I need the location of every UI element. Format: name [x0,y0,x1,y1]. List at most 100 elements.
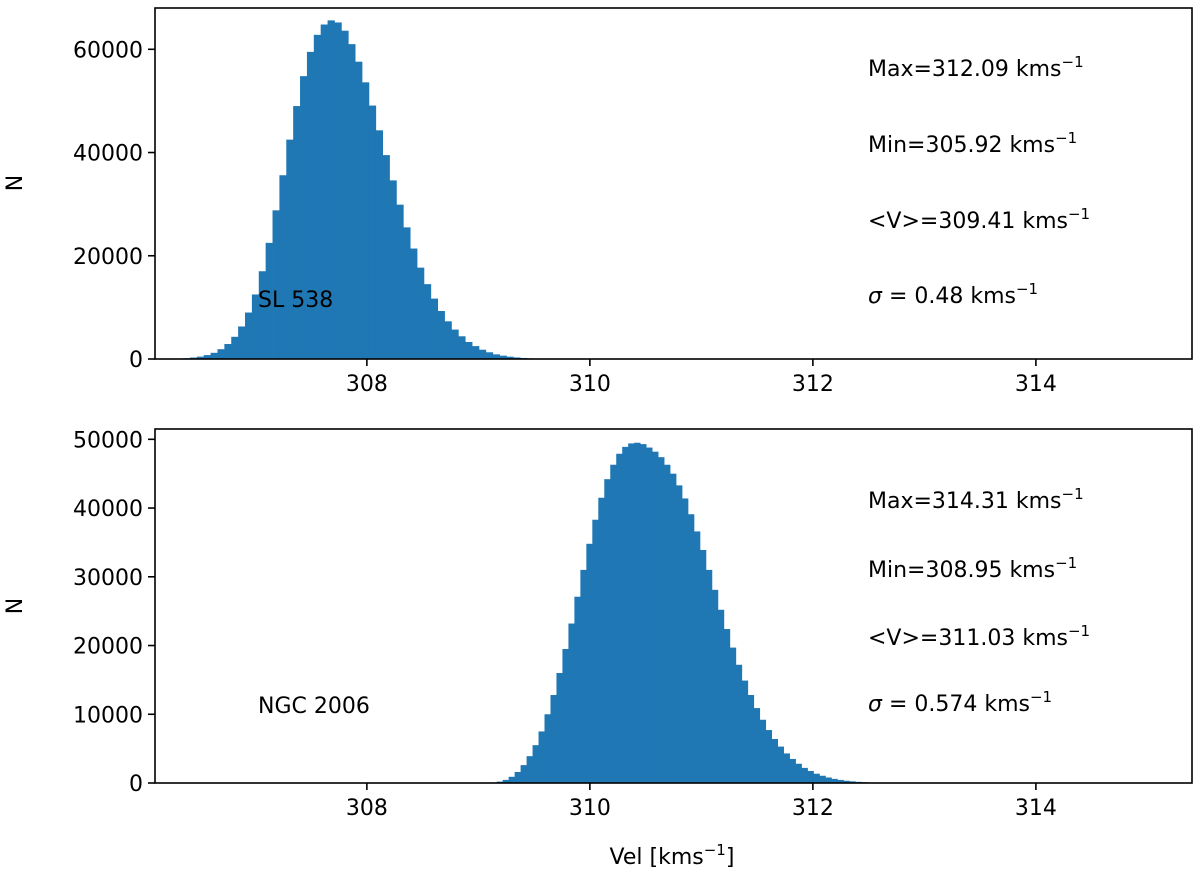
bottom-histogram-bar [771,739,778,783]
bottom-histogram-bar [777,746,784,783]
top-histogram-bar [231,336,239,359]
top-y-tick-label: 60000 [73,38,143,63]
bottom-stat-min: Min=308.95 kms−1 [868,554,1077,583]
bottom-histogram-bar [634,442,641,783]
bottom-histogram-bar [652,451,659,783]
top-histogram-bar [403,227,411,360]
top-histogram-bar [430,298,439,359]
x-axis-label: Vel [kms−1] [610,841,735,870]
top-y-ticks: 0 20000 40000 60000 [73,38,155,373]
bottom-y-ticks: 0 10000 20000 30000 40000 50000 [73,428,155,797]
bottom-histogram-bar [586,543,593,783]
top-histogram-bar [293,106,301,359]
top-histogram-bar [444,321,452,359]
bottom-histogram-bar [801,767,808,783]
top-histogram-bar [478,349,487,359]
top-histogram-bar [451,329,459,359]
top-histogram-bar [382,155,390,359]
top-histogram-bar [245,312,253,359]
bottom-histogram-bar [646,447,653,783]
top-histogram-bar [499,355,507,359]
bottom-histogram-bar [562,648,569,783]
bottom-y-tick-label: 30000 [73,566,143,591]
top-histogram-bar [258,271,267,359]
top-histogram-bar [224,344,232,359]
top-y-tick-label: 40000 [73,142,143,167]
top-histogram-bar [458,336,466,359]
bottom-histogram-bar [783,753,790,783]
bottom-histogram-bar [699,549,707,783]
top-y-axis-label: N [3,175,28,191]
top-axes-frame [154,7,1193,360]
top-histogram-bar [327,20,335,359]
bottom-y-tick-label: 40000 [73,497,143,522]
bottom-histogram-bar [843,780,850,783]
top-histogram-bar [465,341,473,359]
bottom-histogram-bar [670,473,677,783]
bottom-histogram-bar [664,464,671,783]
bottom-histogram-bar [568,623,575,783]
bottom-histogram-bar [658,457,665,783]
bottom-histogram-bar [580,569,587,783]
top-histogram-bar [423,284,432,359]
top-histogram-bar [313,34,322,360]
bottom-histogram-bar [735,664,743,783]
top-histogram-bar [375,130,383,359]
bottom-cluster-label: NGC 2006 [258,694,370,719]
bottom-histogram-bar [825,777,832,783]
bottom-histogram-bar [741,680,749,783]
top-histogram-bar [196,356,205,359]
top-x-tick-label: 308 [346,372,388,397]
bottom-histogram-bar [532,745,539,783]
bottom-histogram-bar [526,756,533,783]
top-stat-sigma: σ = 0.48 kms−1 [868,280,1038,309]
top-histogram-bar [417,267,425,359]
top-histogram-bar [334,22,342,359]
bottom-stat-mean: <V>=311.03 kms−1 [868,622,1090,651]
bottom-x-tick-label: 310 [569,796,611,821]
top-histogram-bar [396,204,404,359]
bottom-stat-sigma: σ = 0.574 kms−1 [868,688,1052,717]
bottom-histogram-bar [789,758,796,783]
top-cluster-label: SL 538 [258,288,333,313]
bottom-stat-max: Max=314.31 kms−1 [868,485,1084,514]
bottom-y-tick-label: 0 [129,772,143,797]
bottom-histogram-bar [687,514,695,783]
bottom-histogram-bar [849,781,856,783]
bottom-histogram-panel: 308 310 312 314 01000020000300004000050000 … [3,428,1193,870]
top-stat-mean: <V>=309.41 kms−1 [868,205,1090,234]
bottom-histogram-bar [592,519,599,783]
bottom-histogram-bar [753,708,761,783]
bottom-histogram-bar [723,629,731,783]
top-histogram-bar [203,355,212,359]
bottom-histogram-bar [610,464,617,783]
top-histogram-bar [506,356,514,359]
top-histogram-bar [238,326,246,359]
top-histogram-bar [355,61,363,360]
bottom-histogram-bar [717,609,725,783]
bottom-histogram-bar [711,589,719,783]
bottom-histogram-bar [538,731,545,783]
top-x-tick-label: 310 [569,372,611,397]
bottom-histogram-bar [759,719,767,783]
bottom-histogram-bar [795,763,802,783]
bottom-histogram-bar [556,673,563,783]
top-histogram-bars [155,20,576,360]
top-histogram-bar [210,352,218,359]
bottom-histogram-bar [676,485,683,783]
top-histogram-bar [472,346,480,359]
top-histogram-bar [300,76,308,359]
bottom-histogram-bar [747,695,755,783]
bottom-histogram-bars [478,442,898,783]
bottom-histogram-bar [514,772,522,783]
bottom-histogram-bar [765,730,773,783]
top-histogram-bar [492,354,500,359]
bottom-histogram-bar [729,647,737,783]
bottom-histogram-bar [705,569,713,783]
top-histogram-bar [286,139,294,360]
bottom-histogram-bar [819,775,826,783]
top-histogram-bar [217,349,225,359]
top-x-tick-label: 314 [1015,372,1057,397]
bottom-histogram-bar [502,779,510,783]
top-stat-max: Max=312.09 kms−1 [868,53,1084,82]
